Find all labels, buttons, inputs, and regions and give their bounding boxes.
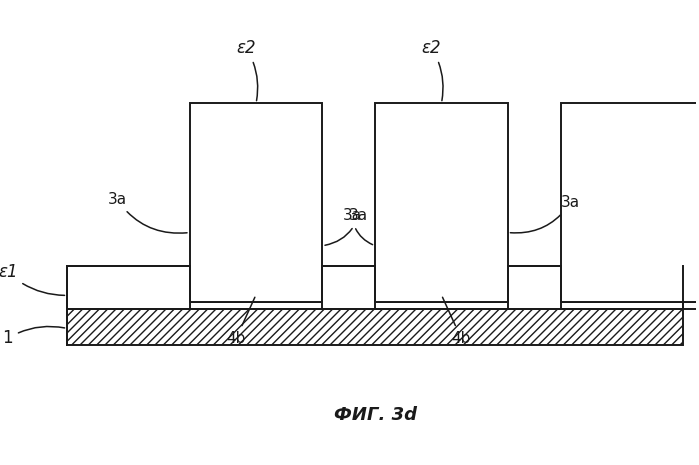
Text: 3a: 3a (510, 195, 580, 233)
Bar (67, 309, 683, 345)
Bar (683, 266, 699, 309)
Bar (190, 266, 322, 302)
Text: ε1: ε1 (0, 263, 64, 295)
Bar (561, 266, 699, 302)
Text: 3a: 3a (108, 192, 187, 233)
Text: 3a: 3a (343, 208, 373, 245)
Text: 3a: 3a (325, 208, 368, 245)
Bar (375, 103, 507, 302)
Bar (190, 103, 322, 302)
Text: 1: 1 (3, 326, 64, 347)
Bar (190, 287, 322, 302)
Bar (375, 287, 507, 302)
Bar (561, 103, 699, 302)
Bar (507, 266, 561, 309)
Bar (67, 266, 190, 309)
Text: 4b: 4b (442, 297, 471, 346)
Bar (322, 266, 375, 309)
Text: 4b: 4b (226, 297, 255, 346)
Text: ε2: ε2 (421, 39, 443, 101)
Bar (375, 266, 507, 302)
Text: ФИГ. 3d: ФИГ. 3d (333, 405, 417, 424)
Text: ε2: ε2 (236, 39, 258, 101)
